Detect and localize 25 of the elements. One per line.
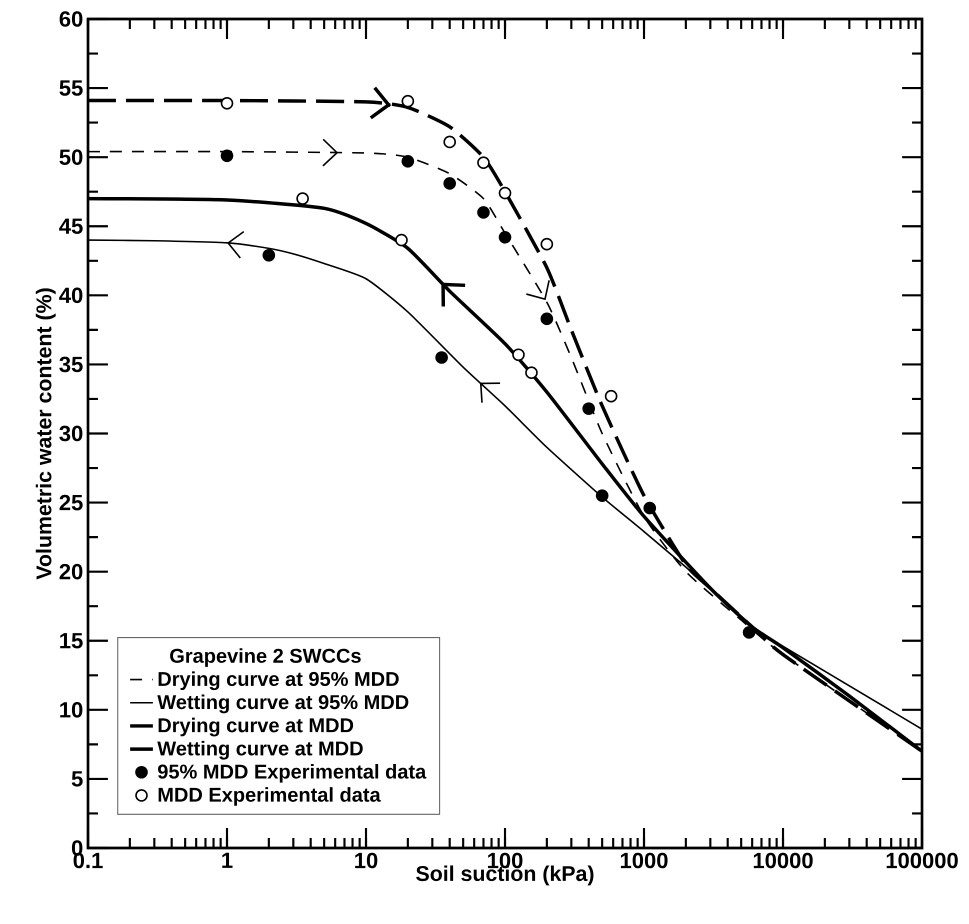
y-tick-label: 50	[59, 149, 82, 165]
x-tick-label: 100000	[886, 852, 958, 868]
legend-label: Drying curve at MDD	[158, 718, 354, 736]
x-tick-label: 10000	[754, 852, 813, 868]
x-tick-label: 1	[222, 852, 233, 868]
y-tick-label: 25	[60, 494, 83, 510]
legend-label: 95% MDD Experimental data	[158, 764, 426, 783]
legend-title: Grapevine 2 SWCCs	[170, 648, 361, 667]
y-tick-label: 55	[59, 80, 83, 96]
legend-label: Wetting curve at 95% MDD	[157, 694, 408, 714]
y-tick-label: 20	[60, 564, 82, 580]
x-tick-label: 1000	[620, 852, 668, 868]
y-axis-title: Volumetric water content (%)	[36, 288, 56, 580]
y-tick-label: 45	[59, 218, 83, 234]
y-tick-label: 15	[60, 633, 83, 648]
legend-label: Drying curve at 95% MDD	[158, 671, 399, 690]
y-tick-label: 60	[60, 11, 82, 27]
legend-label: Wetting curve at MDD	[157, 740, 363, 760]
y-tick-label: 10	[60, 702, 82, 718]
legend-label: MDD Experimental data	[158, 787, 381, 806]
x-tick-label: 10	[355, 852, 378, 868]
y-tick-label: 35	[59, 356, 83, 372]
y-tick-label: 30	[59, 426, 82, 442]
y-tick-label: 40	[59, 288, 82, 304]
y-tick-label: 5	[72, 771, 83, 787]
